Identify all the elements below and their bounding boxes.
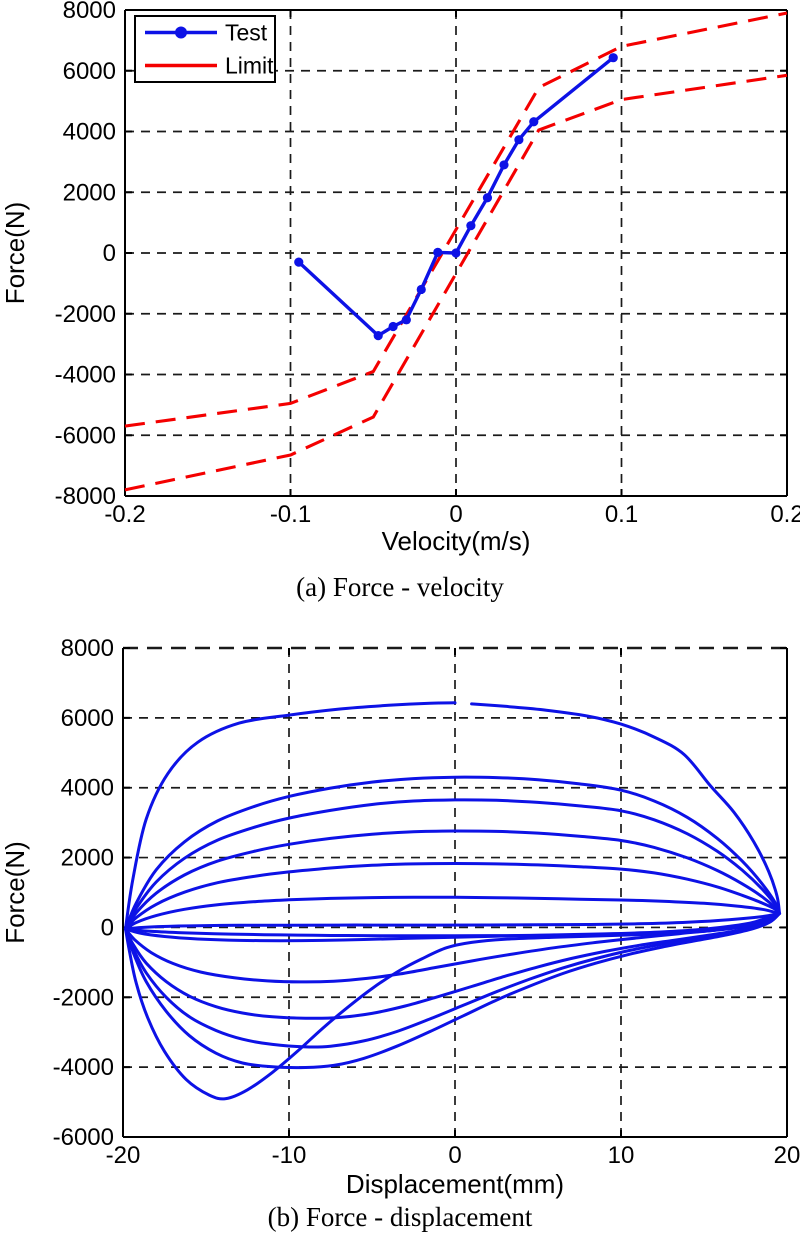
y-tick-label: -4000 bbox=[55, 362, 116, 389]
test-series-marker bbox=[514, 135, 524, 145]
test-series-marker bbox=[433, 247, 443, 257]
y-tick-label: 2000 bbox=[63, 179, 116, 206]
axis-label-y: Force(N) bbox=[0, 202, 30, 305]
cycle-2-branch-0 bbox=[124, 775, 781, 931]
test-series-marker bbox=[466, 221, 476, 231]
legend-item-test: Test bbox=[145, 20, 268, 46]
y-tick-label: 8000 bbox=[63, 0, 116, 24]
legend-label: Limit bbox=[225, 53, 274, 79]
x-tick-label: 0.2 bbox=[770, 501, 800, 528]
legend-label: Test bbox=[225, 20, 268, 46]
test-series-marker bbox=[388, 321, 398, 332]
y-tick-label: 8000 bbox=[61, 635, 114, 662]
y-tick-label: -2000 bbox=[53, 984, 114, 1011]
y-tick-label: 0 bbox=[101, 914, 114, 941]
cycle-4-branch-1 bbox=[124, 912, 781, 1020]
caption-b: (b) Force - displacement bbox=[267, 1202, 533, 1232]
legend: Test Limit bbox=[134, 15, 276, 83]
y-tick-label: 4000 bbox=[61, 775, 114, 802]
test-series-marker bbox=[482, 193, 493, 203]
force-displacement-chart: -20 -10 0 10 20 8000 6000 4000 2000 0 -2000 -4000 -6… bbox=[0, 635, 800, 1199]
force-velocity-chart: -0.2 -0.1 0 0.1 0.2 8000 6000 4000 2000 0 -2000 -40… bbox=[0, 0, 800, 556]
cycle-5-branch-0 bbox=[124, 861, 781, 931]
test-series-marker bbox=[608, 53, 618, 63]
cycle-7-flat-branch-1 bbox=[124, 912, 781, 938]
series-group bbox=[124, 11, 788, 492]
x-tick-label: -10 bbox=[272, 1142, 307, 1169]
y-tick-label: -4000 bbox=[53, 1054, 114, 1081]
cycle-4-branch-0 bbox=[124, 829, 781, 931]
x-tick-label: 20 bbox=[774, 1142, 800, 1169]
x-tick-label: -0.1 bbox=[270, 501, 311, 528]
loops-group bbox=[124, 701, 781, 1101]
cycle-6-branch-1 bbox=[124, 912, 781, 943]
x-tick-label: -20 bbox=[106, 1142, 141, 1169]
limit-upper-line bbox=[124, 11, 788, 428]
cycle-2-branch-1 bbox=[124, 912, 781, 1070]
cycle-3-branch-1 bbox=[124, 912, 781, 1049]
y-tick-label: 6000 bbox=[63, 58, 116, 85]
x-tick-label: 0 bbox=[448, 1142, 461, 1169]
axis-label-y: Force(N) bbox=[0, 841, 30, 944]
y-tick-label: -2000 bbox=[55, 301, 116, 328]
test-series-line bbox=[297, 56, 615, 338]
cycle-6-branch-0 bbox=[124, 895, 781, 931]
y-tick-label: -6000 bbox=[53, 1124, 114, 1151]
test-series-marker bbox=[373, 331, 383, 341]
x-tick-label: 10 bbox=[608, 1142, 635, 1169]
cycle-3-branch-0 bbox=[124, 798, 781, 931]
y-tick-label: -6000 bbox=[55, 422, 116, 449]
x-tick-label: -0.2 bbox=[104, 501, 145, 528]
cycle-1-outer-branch-0 bbox=[124, 701, 457, 931]
y-tick-label: -8000 bbox=[55, 483, 116, 510]
caption-a: (a) Force - velocity bbox=[296, 572, 504, 602]
cycle-5-branch-1 bbox=[124, 912, 781, 984]
y-tick-label: 2000 bbox=[61, 845, 114, 872]
y-tick-label: 6000 bbox=[61, 705, 114, 732]
test-series-marker bbox=[451, 248, 461, 258]
cycle-7-flat-branch-0 bbox=[124, 912, 781, 931]
legend-box bbox=[134, 15, 276, 83]
test-series-marker bbox=[401, 315, 411, 325]
x-tick-label: 0 bbox=[449, 501, 462, 528]
axis-label-x: Velocity(m/s) bbox=[382, 526, 531, 556]
test-series-marker bbox=[499, 160, 509, 170]
x-tick-label: 0.1 bbox=[605, 501, 638, 528]
axes: -0.2 -0.1 0 0.1 0.2 8000 6000 4000 2000 0 -2000 -40… bbox=[0, 0, 800, 556]
axis-label-x: Displacement(mm) bbox=[346, 1169, 564, 1199]
limit-lower-line bbox=[124, 73, 788, 492]
test-series-marker bbox=[529, 117, 539, 127]
y-tick-label: 4000 bbox=[63, 119, 116, 146]
legend-item-limit: Limit bbox=[145, 53, 274, 79]
axes: -20 -10 0 10 20 8000 6000 4000 2000 0 -2000 -4000 -6… bbox=[0, 635, 800, 1199]
test-series-marker bbox=[294, 257, 304, 267]
test-series-marker bbox=[416, 284, 426, 295]
cycle-1-outer-branch-1 bbox=[470, 702, 781, 915]
legend-marker bbox=[175, 26, 187, 39]
y-tick-label: 0 bbox=[103, 240, 116, 267]
